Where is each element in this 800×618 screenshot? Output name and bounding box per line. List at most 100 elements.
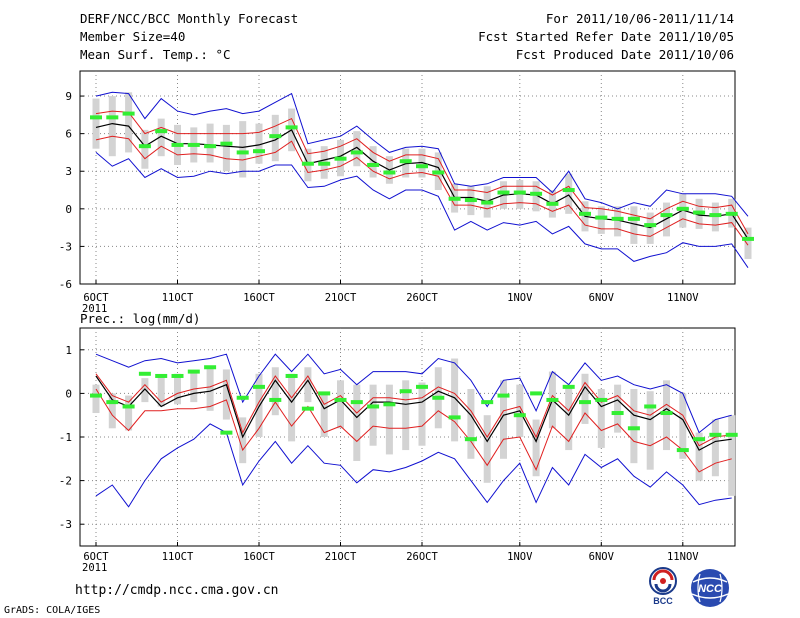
grads-credit: GrADS: COLA/IGES	[4, 605, 101, 616]
climatology-marker	[367, 404, 380, 409]
climatology-marker	[513, 190, 526, 195]
ensemble-range-bar	[597, 206, 605, 234]
ensemble-range-bar	[614, 206, 622, 237]
climatology-marker	[350, 150, 363, 155]
climatology-marker	[676, 206, 689, 211]
ensemble-range-bar	[663, 380, 670, 451]
bcc-logo-text: BCC	[653, 596, 673, 606]
climatology-marker	[562, 188, 575, 193]
x-tick-label: 26OCT	[406, 292, 438, 304]
y-tick-label: -1	[59, 431, 72, 444]
ensemble-range-bar	[108, 96, 116, 157]
climatology-marker	[350, 400, 363, 405]
climatology-marker	[334, 156, 347, 161]
ensemble-range-bar	[565, 173, 573, 214]
x-tick-label: 11OCT	[162, 551, 194, 563]
climatology-marker	[497, 190, 510, 195]
ensemble-range-bar	[597, 389, 605, 448]
climatology-marker	[530, 191, 543, 196]
climatology-marker	[318, 161, 331, 166]
x-tick-label: 21OCT	[325, 292, 357, 304]
climatology-marker	[627, 426, 640, 431]
year-label: 2011	[82, 303, 107, 315]
x-tick-label: 1NOV	[507, 551, 533, 563]
x-tick-label: 16OCT	[243, 292, 275, 304]
ensemble-range-bar	[402, 380, 410, 451]
ncc-logo-text: NCC	[698, 583, 723, 595]
ensemble-range-bar	[483, 415, 491, 483]
start-date-label: Fcst Started Refer Date 2011/10/05	[478, 29, 734, 44]
climatology-marker	[562, 384, 575, 389]
y-tick-label: 1	[65, 344, 72, 357]
ensemble-range-bar	[337, 380, 344, 429]
ensemble-range-bar	[239, 121, 247, 178]
climatology-marker	[399, 389, 412, 394]
plot-frame	[79, 70, 736, 285]
ensemble-range-bar	[418, 382, 426, 446]
climatology-marker	[611, 411, 624, 416]
spread-lower-line	[95, 135, 749, 246]
ensemble-range-bar	[141, 129, 149, 169]
climatology-marker	[497, 393, 510, 398]
ensemble-range-bar	[288, 373, 296, 442]
ensemble-range-bar	[353, 131, 361, 167]
climatology-marker	[693, 437, 706, 442]
climatology-marker	[155, 129, 168, 134]
climatology-marker	[138, 371, 151, 376]
climatology-marker	[627, 216, 640, 221]
ensemble-range-bar	[451, 358, 459, 442]
climatology-marker	[595, 215, 608, 220]
climatology-marker	[660, 411, 673, 416]
ensemble-range-bar	[646, 391, 654, 470]
climatology-marker	[220, 141, 233, 146]
climatology-marker	[481, 400, 494, 405]
climatology-marker	[676, 448, 689, 453]
climatology-marker	[693, 210, 706, 215]
climatology-marker	[285, 373, 298, 378]
chart-panel-1: -6 -3 0 3 6 9 6OCT 11OCT 16OCT 21OCT 26OCT 1NOV 6NOV…	[59, 70, 754, 315]
spread-lower-line	[95, 388, 732, 473]
climatology-marker	[122, 111, 135, 116]
x-tick-label: 11NOV	[667, 551, 699, 563]
climatology-marker	[416, 384, 428, 389]
ensemble-range-bar	[92, 384, 100, 414]
y-tick-label: -3	[59, 240, 72, 253]
produced-date-label: Fcst Produced Date 2011/10/06	[515, 47, 734, 62]
chart-title: DERF/NCC/BCC Monthly Forecast	[80, 11, 299, 26]
climatology-marker	[432, 170, 445, 175]
ensemble-min-line	[95, 423, 732, 508]
x-tick-label: 16OCT	[243, 551, 275, 563]
source-url[interactable]: http://cmdp.ncc.cma.gov.cn	[75, 583, 279, 598]
x-tick-label: 21OCT	[325, 551, 357, 563]
ensemble-range-bar	[206, 367, 214, 411]
ncc-logo: NCC	[691, 569, 729, 607]
ensemble-range-bar	[711, 419, 719, 477]
x-tick-label: 6OCT	[83, 292, 109, 304]
ensemble-range-bar	[125, 395, 133, 431]
climatology-marker	[709, 213, 722, 218]
ensemble-range-bar	[320, 393, 328, 437]
ensemble-range-bar	[190, 371, 198, 403]
x-tick-label: 11NOV	[667, 292, 699, 304]
climatology-marker	[725, 211, 738, 216]
climatology-marker	[579, 400, 591, 405]
bcc-logo: BCC	[649, 567, 677, 606]
spread-upper-line	[95, 110, 749, 235]
ensemble-range-bar	[271, 367, 279, 416]
x-tick-label: 11OCT	[162, 292, 194, 304]
y-tick-label: -6	[59, 278, 72, 291]
y-tick-label: 9	[65, 90, 72, 103]
climatology-marker	[530, 391, 543, 396]
ensemble-max-line	[95, 353, 732, 434]
ensemble-range-bar	[614, 384, 622, 433]
climatology-marker	[611, 216, 624, 221]
climatology-marker	[301, 406, 314, 411]
ensemble-range-bar	[157, 118, 165, 157]
ensemble-range-bar	[500, 380, 507, 459]
ensemble-range-bar	[630, 389, 638, 464]
climatology-marker	[416, 164, 428, 169]
ensemble-range-bar	[92, 98, 100, 149]
x-tick-label: 26OCT	[406, 551, 438, 563]
